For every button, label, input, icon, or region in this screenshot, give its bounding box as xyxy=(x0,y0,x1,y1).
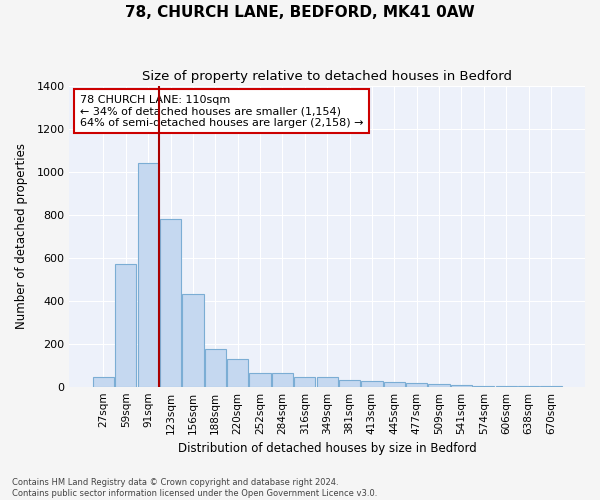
Bar xyxy=(115,264,136,386)
Bar xyxy=(250,372,271,386)
Bar xyxy=(428,384,449,386)
Bar xyxy=(451,385,472,386)
Y-axis label: Number of detached properties: Number of detached properties xyxy=(15,143,28,329)
Bar xyxy=(93,377,114,386)
Text: 78, CHURCH LANE, BEDFORD, MK41 0AW: 78, CHURCH LANE, BEDFORD, MK41 0AW xyxy=(125,5,475,20)
Bar xyxy=(227,358,248,386)
Bar xyxy=(294,377,316,386)
X-axis label: Distribution of detached houses by size in Bedford: Distribution of detached houses by size … xyxy=(178,442,476,455)
Title: Size of property relative to detached houses in Bedford: Size of property relative to detached ho… xyxy=(142,70,512,83)
Bar xyxy=(205,349,226,387)
Text: Contains HM Land Registry data © Crown copyright and database right 2024.
Contai: Contains HM Land Registry data © Crown c… xyxy=(12,478,377,498)
Text: 78 CHURCH LANE: 110sqm
← 34% of detached houses are smaller (1,154)
64% of semi-: 78 CHURCH LANE: 110sqm ← 34% of detached… xyxy=(80,94,363,128)
Bar xyxy=(339,380,360,386)
Bar xyxy=(182,294,203,386)
Bar xyxy=(137,163,159,386)
Bar xyxy=(383,382,405,386)
Bar xyxy=(160,219,181,386)
Bar xyxy=(406,384,427,386)
Bar xyxy=(361,382,383,386)
Bar xyxy=(272,372,293,386)
Bar xyxy=(317,377,338,386)
